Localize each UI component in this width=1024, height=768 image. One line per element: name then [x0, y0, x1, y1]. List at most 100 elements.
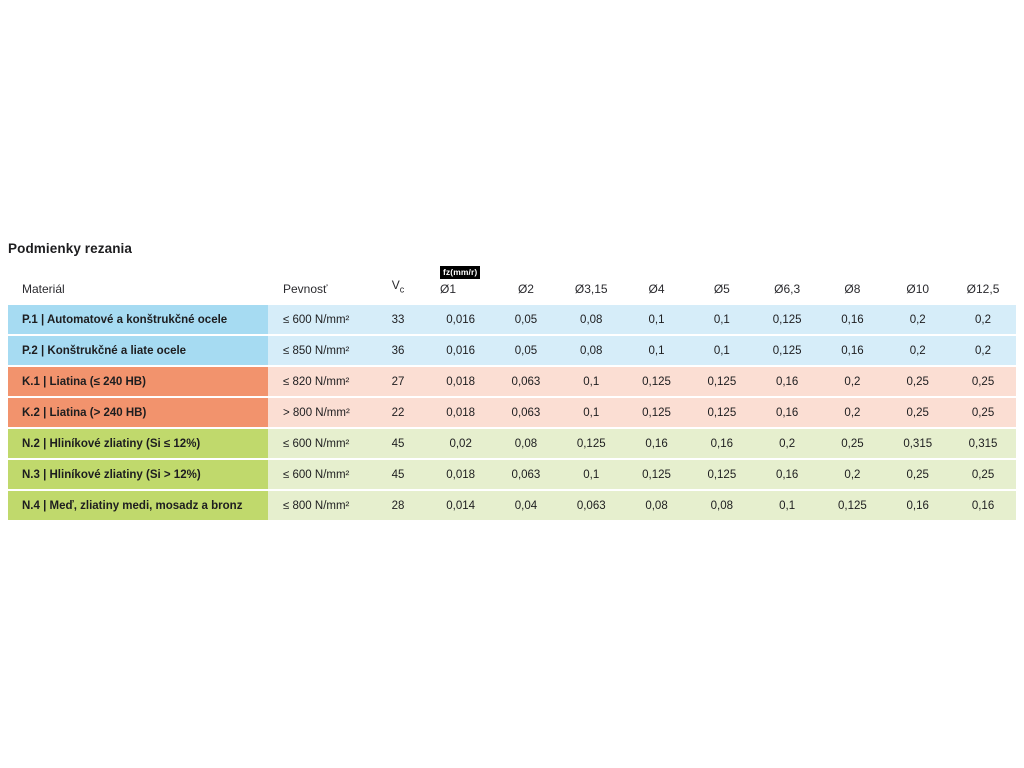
table-row: N.4 | Meď, zliatiny medi, mosadz a bronz…	[8, 491, 1016, 520]
feed-cell: 0,1	[583, 468, 600, 481]
feed-cell: 0,014	[446, 499, 476, 512]
feed-cell: 0,016	[446, 344, 476, 357]
table-row: K.2 | Liatina (> 240 HB) > 800 N/mm² 22 0,0…	[8, 398, 1016, 427]
feed-cell: 0,2	[975, 344, 992, 357]
feed-cell: 0,063	[576, 499, 606, 512]
feed-cell: 0,1	[713, 313, 730, 326]
feed-cell: 0,1	[583, 375, 600, 388]
material-cell: N.3 | Hliníkové zliatiny (Si > 12%)	[8, 460, 268, 489]
feed-cell: 0,25	[971, 406, 995, 419]
column-header-d5: Ø5	[713, 282, 730, 296]
feed-cell: 0,16	[906, 499, 929, 512]
cutting-conditions-table: Materiál Pevnosť Vc fz(mm/r) Ø1 Ø2 Ø3,15…	[8, 266, 1016, 520]
feed-cell: 0,125	[642, 468, 671, 481]
feed-cell: 0,2	[844, 468, 861, 481]
table-row: P.1 | Automatové a konštrukčné ocele ≤ 60…	[8, 305, 1016, 334]
page-title: Podmienky rezania	[8, 241, 132, 256]
feed-cell: 0,018	[446, 468, 476, 481]
table-row: N.2 | Hliníkové zliatiny (Si ≤ 12%) ≤ 600…	[8, 429, 1016, 458]
material-cell: N.4 | Meď, zliatiny medi, mosadz a bronz	[8, 491, 268, 520]
feed-cell: 0,125	[642, 406, 671, 419]
feed-cell: 0,1	[713, 344, 730, 357]
feed-cell: 0,04	[514, 499, 538, 512]
feed-cell: 0,16	[841, 313, 864, 326]
feed-cell: 0,16	[775, 406, 799, 419]
feed-cell: 0,125	[707, 468, 737, 481]
feed-cell: 0,315	[968, 437, 998, 450]
feed-cell: 0,125	[576, 437, 606, 450]
feed-cell: 0,2	[844, 406, 861, 419]
feed-cell: 0,125	[707, 375, 737, 388]
table-header-row: Materiál Pevnosť Vc fz(mm/r) Ø1 Ø2 Ø3,15…	[8, 266, 1016, 305]
feed-cell: 0,16	[645, 437, 668, 450]
table-row: N.3 | Hliníkové zliatiny (Si > 12%) ≤ 600…	[8, 460, 1016, 489]
feed-unit-badge: fz(mm/r)	[440, 266, 481, 279]
vc-subscript: c	[399, 284, 405, 294]
strength-cell: > 800 N/mm²	[283, 406, 350, 419]
feed-cell: 0,02	[449, 437, 472, 450]
material-cell: P.2 | Konštrukčné a liate ocele	[8, 336, 268, 365]
feed-cell: 0,08	[645, 499, 668, 512]
material-cell: K.2 | Liatina (> 240 HB)	[8, 398, 268, 427]
feed-cell: 0,08	[580, 344, 603, 357]
feed-cell: 0,018	[446, 375, 476, 388]
feed-cell: 0,25	[971, 375, 995, 388]
vc-symbol: V	[391, 277, 400, 292]
feed-cell: 0,25	[906, 406, 929, 419]
feed-cell: 0,05	[514, 344, 538, 357]
feed-cell: 0,16	[710, 437, 734, 450]
feed-cell: 0,25	[906, 468, 929, 481]
strength-cell: ≤ 600 N/mm²	[283, 437, 350, 450]
feed-cell: 0,063	[511, 375, 541, 388]
feed-cell: 0,08	[710, 499, 734, 512]
table-body: P.1 | Automatové a konštrukčné ocele ≤ 60…	[8, 305, 1016, 520]
vc-cell: 28	[391, 499, 405, 512]
strength-cell: ≤ 820 N/mm²	[283, 375, 350, 388]
feed-cell: 0,063	[511, 406, 541, 419]
feed-cell: 0,16	[971, 499, 995, 512]
material-cell: K.1 | Liatina (≤ 240 HB)	[8, 367, 268, 396]
feed-cell: 0,1	[648, 344, 665, 357]
feed-cell: 0,1	[648, 313, 665, 326]
feed-cell: 0,1	[779, 499, 796, 512]
column-header-d4: Ø4	[648, 282, 665, 296]
feed-cell: 0,063	[511, 468, 541, 481]
column-header-d125: Ø12,5	[966, 282, 1000, 296]
feed-cell: 0,125	[772, 313, 802, 326]
feed-cell: 0,315	[903, 437, 933, 450]
strength-cell: ≤ 800 N/mm²	[283, 499, 350, 512]
feed-cell: 0,05	[514, 313, 538, 326]
material-cell: N.2 | Hliníkové zliatiny (Si ≤ 12%)	[8, 429, 268, 458]
feed-cell: 0,25	[841, 437, 864, 450]
vc-cell: 45	[391, 437, 405, 450]
vc-cell: 33	[391, 313, 405, 326]
column-header-d10: Ø10	[906, 282, 930, 296]
column-header-d3: Ø3,15	[574, 282, 608, 296]
column-header-d1-label: Ø1	[440, 282, 457, 296]
feed-cell: 0,125	[772, 344, 802, 357]
feed-cell: 0,2	[909, 313, 926, 326]
feed-cell: 0,08	[580, 313, 603, 326]
column-header-d8: Ø8	[844, 282, 861, 296]
feed-cell: 0,16	[775, 375, 799, 388]
column-header-d2: Ø2	[517, 282, 534, 296]
column-header-d1: fz(mm/r) Ø1	[428, 266, 493, 296]
feed-cell: 0,125	[838, 499, 867, 512]
feed-cell: 0,25	[906, 375, 929, 388]
vc-cell: 36	[391, 344, 405, 357]
feed-cell: 0,16	[841, 344, 864, 357]
column-header-strength: Pevnosť	[283, 282, 328, 296]
strength-cell: ≤ 600 N/mm²	[283, 468, 350, 481]
feed-cell: 0,2	[779, 437, 796, 450]
feed-cell: 0,16	[775, 468, 799, 481]
table-row: K.1 | Liatina (≤ 240 HB) ≤ 820 N/mm² 27 0,0…	[8, 367, 1016, 396]
table-row: P.2 | Konštrukčné a liate ocele ≤ 850 N/m…	[8, 336, 1016, 365]
material-cell: P.1 | Automatové a konštrukčné ocele	[8, 305, 268, 334]
feed-cell: 0,1	[583, 406, 600, 419]
column-header-material: Materiál	[22, 282, 65, 296]
feed-cell: 0,125	[707, 406, 737, 419]
column-header-d6: Ø6,3	[774, 282, 801, 296]
feed-cell: 0,2	[844, 375, 861, 388]
vc-cell: 22	[391, 406, 405, 419]
